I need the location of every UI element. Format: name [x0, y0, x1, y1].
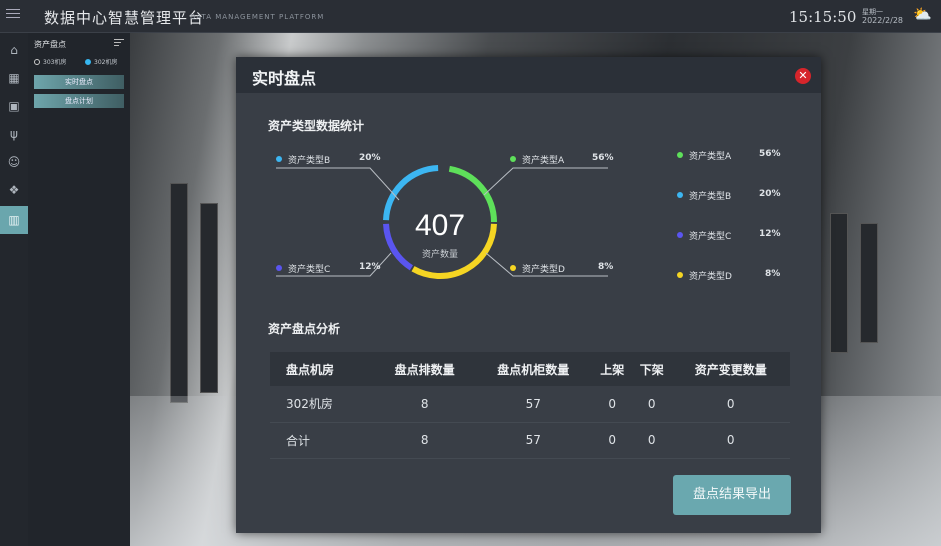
callout-type-d: 资产类型D 8% [510, 262, 613, 275]
table-cell: 8 [375, 386, 475, 423]
col-header: 盘点排数量 [375, 352, 475, 386]
section-title-stats: 资产类型数据统计 [268, 119, 365, 133]
leader-line-c [276, 252, 392, 277]
monitor-icon[interactable]: ▣ [8, 99, 20, 113]
icon-sidebar: ⌂ ▦ ▣ ψ ☺ ❖ ▥ [0, 33, 28, 546]
leader-line-d [485, 252, 608, 277]
close-icon[interactable]: ✕ [795, 68, 811, 84]
boxes-icon[interactable]: ❖ [8, 183, 20, 197]
total-label: 资产数量 [422, 248, 458, 260]
realtime-inventory-button[interactable]: 实时盘点 [34, 75, 124, 89]
app-subtitle: DATA MANAGEMENT PLATFORM [190, 13, 325, 21]
room-radio-302[interactable]: 302机房 [85, 57, 117, 66]
asset-panel: 资产盘点 303机房 302机房 实时盘点 盘点计划 [28, 33, 130, 546]
table-cell: 0 [592, 386, 632, 423]
dialog-title: 实时盘点 [252, 69, 317, 88]
date: 2022/2/28 [862, 16, 904, 25]
table-cell: 0 [631, 422, 672, 459]
cloudy-sun-icon: ⛅ [913, 5, 932, 23]
col-header: 上架 [592, 352, 632, 386]
donut-segment-d [411, 223, 497, 279]
face-icon[interactable]: ☺ [7, 155, 21, 169]
callout-type-a: 资产类型A 56% [510, 153, 614, 166]
table-cell: 0 [671, 386, 790, 423]
table-cell: 0 [671, 422, 790, 459]
col-header: 下架 [631, 352, 672, 386]
table-row: 302机房 8 57 0 0 0 [270, 386, 790, 423]
col-header: 资产变更数量 [671, 352, 790, 386]
donut-chart: 407 资产数量 [276, 165, 608, 279]
table-cell: 57 [474, 386, 593, 423]
table-cell: 合计 [270, 422, 376, 459]
table-row-total: 合计 8 57 0 0 0 [270, 422, 790, 459]
table-cell: 302机房 [270, 386, 376, 423]
legend-type-d: 资产类型D 8% [677, 269, 780, 282]
weekday: 星期一 [862, 8, 883, 16]
top-bar: 数据中心智慧管理平台 DATA MANAGEMENT PLATFORM 15:1… [0, 0, 941, 33]
callout-type-c: 资产类型C 12% [276, 262, 381, 275]
inventory-table: 盘点机房 盘点排数量 盘点机柜数量 上架 下架 资产变更数量 302机房 8 57 0 0 0 合计… [270, 352, 790, 459]
room-radio-303[interactable]: 303机房 [34, 57, 66, 66]
clock: 15:15:50 [789, 8, 857, 26]
radio-label: 303机房 [43, 59, 67, 66]
radio-label: 302机房 [94, 59, 118, 66]
legend-type-b: 资产类型B 20% [677, 189, 781, 202]
table-cell: 0 [631, 386, 672, 423]
app-title: 数据中心智慧管理平台 [44, 9, 205, 27]
legend-type-a: 资产类型A 56% [677, 149, 781, 162]
leader-line-b [276, 167, 400, 201]
col-header: 盘点机柜数量 [474, 352, 593, 386]
table-cell: 0 [592, 422, 632, 459]
table-header-row: 盘点机房 盘点排数量 盘点机柜数量 上架 下架 资产变更数量 [270, 352, 790, 386]
donut-segment-b [383, 165, 439, 221]
sort-icon[interactable] [114, 39, 124, 48]
donut-segment-a [448, 165, 497, 223]
table-cell: 8 [375, 422, 475, 459]
legend-type-c: 资产类型C 12% [677, 229, 781, 242]
total-value: 407 [415, 209, 465, 242]
asset-icon[interactable]: ▥ [0, 206, 28, 234]
home-icon[interactable]: ⌂ [10, 43, 18, 57]
plug-icon[interactable]: ψ [10, 127, 18, 141]
inventory-plan-button[interactable]: 盘点计划 [34, 94, 124, 108]
realtime-inventory-dialog: 实时盘点 ✕ 资产类型数据统计 407 资产数量 资产类型B 20% 资产类型A 5… [236, 57, 821, 533]
col-header: 盘点机房 [270, 352, 376, 386]
leader-line-a [483, 167, 608, 196]
donut-segment-c [383, 223, 414, 271]
grid-icon[interactable]: ▦ [8, 71, 20, 85]
menu-icon[interactable] [6, 9, 20, 21]
callout-type-b: 资产类型B 20% [276, 153, 381, 166]
export-results-button[interactable]: 盘点结果导出 [673, 475, 791, 515]
section-title-analysis: 资产盘点分析 [268, 322, 341, 336]
panel-title: 资产盘点 [34, 40, 66, 49]
table-cell: 57 [474, 422, 593, 459]
